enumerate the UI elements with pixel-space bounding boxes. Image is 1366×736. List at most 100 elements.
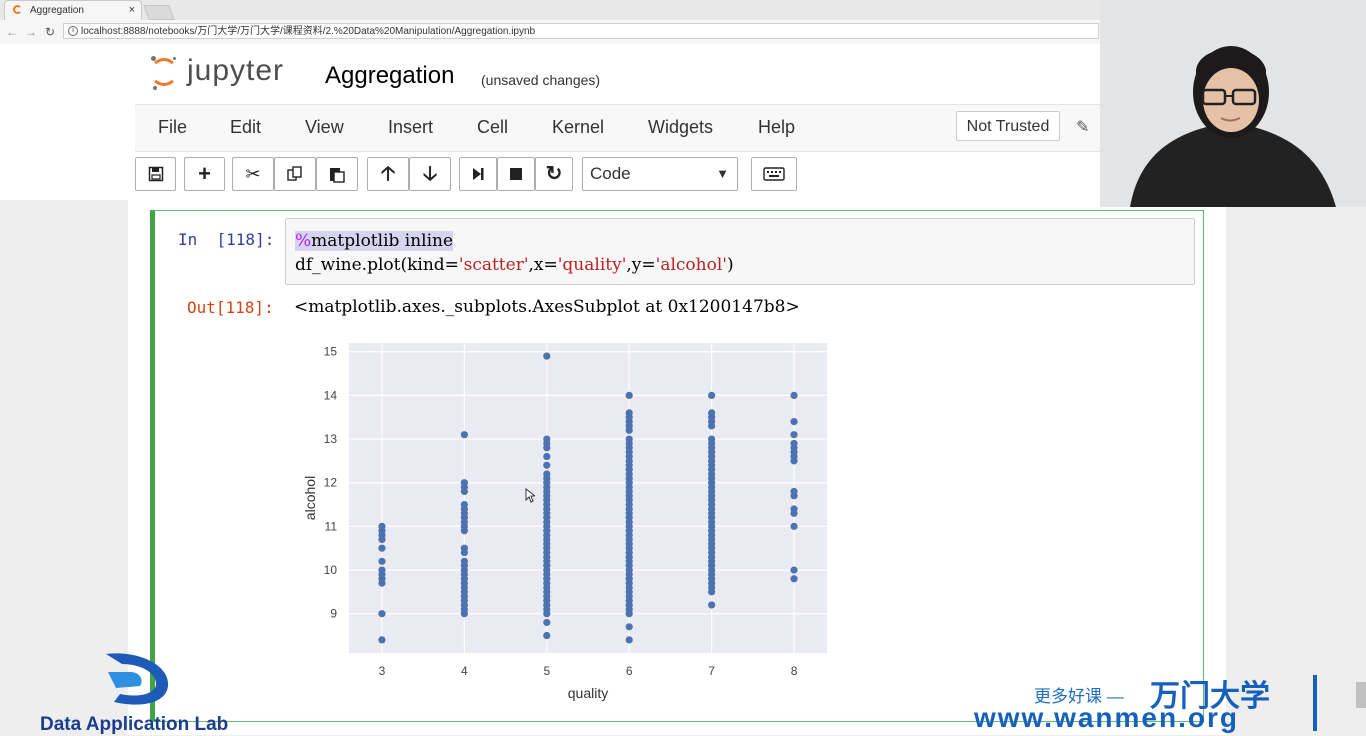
copy-cell-button[interactable]	[274, 157, 316, 191]
floppy-disk-icon	[148, 166, 163, 182]
scatter-point	[378, 557, 386, 565]
jupyter-logo-icon	[150, 58, 178, 86]
menu-insert[interactable]: Insert	[388, 117, 434, 137]
data-points	[378, 352, 798, 644]
save-button[interactable]	[135, 157, 176, 191]
code-token: )	[726, 255, 734, 275]
scissors-icon: ✂	[245, 164, 261, 184]
x-tick-label: 8	[791, 664, 798, 678]
reload-icon[interactable]: ↻	[45, 25, 56, 39]
scatter-point	[708, 391, 716, 399]
url-field[interactable]: i localhost:8888/notebooks/万门大学/万门大学/课程资料…	[63, 23, 1099, 39]
move-up-button[interactable]: 🡡	[367, 157, 409, 191]
output-prompt: Out[118]:	[187, 298, 274, 317]
scatter-point	[543, 435, 551, 443]
command-palette-button[interactable]	[751, 157, 797, 191]
scatter-point	[790, 439, 798, 448]
logo-moon-dot	[173, 57, 176, 60]
scatter-point	[790, 522, 798, 530]
scatter-point	[790, 575, 798, 583]
webcam-overlay	[1100, 0, 1366, 207]
scatter-point	[708, 409, 716, 417]
x-tick-label: 3	[379, 664, 386, 678]
scatter-plot: 3 4 5 6 7 8 9 10 11 12 13 14 15 quality alcohol	[302, 343, 827, 701]
code-line-2: df_wine.plot(kind='scatter',x='quality',…	[295, 255, 734, 275]
move-down-button[interactable]: 🡣	[409, 157, 451, 191]
new-tab-button[interactable]	[143, 5, 175, 20]
edit-pencil-icon[interactable]: ✎	[1076, 119, 1090, 136]
code-string: 'scatter'	[458, 255, 529, 275]
scatter-point	[378, 636, 386, 644]
scatter-point	[790, 505, 798, 513]
site-info-icon[interactable]: i	[68, 26, 78, 37]
scatter-point	[460, 431, 468, 439]
page-scrollbar-thumb[interactable]	[1356, 682, 1366, 708]
menu-file[interactable]: File	[158, 117, 188, 137]
y-axis-label: alcohol	[302, 476, 318, 520]
code-editor[interactable]: %matplotlib inline df_wine.plot(kind='sc…	[285, 218, 1195, 285]
scatter-point	[543, 352, 551, 360]
code-token: ,x=	[528, 255, 558, 275]
x-tick-label: 5	[543, 664, 550, 678]
code-string: 'alcohol'	[655, 255, 727, 275]
run-cell-button[interactable]	[459, 157, 497, 191]
browser-tab-strip: Aggregation ×	[0, 0, 1366, 20]
scatter-point	[543, 461, 551, 469]
watermark-divider	[1313, 675, 1317, 731]
code-string: 'quality'	[557, 255, 627, 275]
logo-moon-dot	[153, 86, 157, 90]
back-arrow-icon[interactable]: ←	[6, 25, 18, 39]
magic-command: matplotlib inline	[311, 231, 454, 251]
scatter-point	[625, 623, 633, 631]
menu-help[interactable]: Help	[758, 117, 796, 137]
menu-view[interactable]: View	[305, 117, 344, 137]
browser-tab[interactable]: Aggregation ×	[4, 0, 142, 20]
restart-kernel-button[interactable]: ↻	[535, 157, 573, 191]
scatter-point	[543, 618, 551, 627]
lab-watermark-text: Data Application Lab	[40, 714, 229, 735]
code-cell-selected[interactable]	[150, 210, 1204, 722]
scatter-point	[790, 566, 798, 574]
interrupt-kernel-button[interactable]	[497, 157, 535, 191]
paste-icon	[330, 167, 345, 183]
scatter-point	[543, 470, 551, 478]
jupyter-wordmark: jupyter	[187, 54, 285, 87]
cell-type-select[interactable]: Code ▼	[582, 157, 738, 191]
presenter-video-icon	[1100, 0, 1366, 207]
cut-cell-button[interactable]: ✂	[232, 157, 274, 191]
notebook-title[interactable]: Aggregation	[325, 62, 455, 89]
plus-icon: +	[198, 161, 211, 186]
scatter-point	[543, 631, 551, 640]
insert-cell-button[interactable]: +	[184, 157, 225, 191]
site-watermark: www.wanmen.org	[974, 702, 1239, 733]
scatter-point	[625, 636, 633, 644]
dropdown-caret-icon: ▼	[716, 166, 729, 181]
url-text: localhost:8888/notebooks/万门大学/万门大学/课程资料/…	[81, 26, 536, 37]
jupyter-favicon-icon	[13, 5, 22, 14]
tab-close-icon[interactable]: ×	[128, 4, 135, 16]
tick-labels: 3 4 5 6 7 8 9 10 11 12 13 14 15	[324, 345, 798, 678]
step-forward-icon	[473, 167, 484, 180]
not-trusted-button[interactable]: Not Trusted	[956, 111, 1060, 141]
input-prompt: In [118]:	[178, 230, 275, 249]
save-status: (unsaved changes)	[481, 72, 601, 88]
scatter-point	[378, 566, 386, 574]
x-axis-label: quality	[568, 685, 608, 701]
paste-cell-button[interactable]	[316, 157, 358, 191]
scatter-point	[708, 435, 716, 443]
brand-watermark: 万门大学	[1150, 680, 1270, 713]
menu-cell[interactable]: Cell	[477, 117, 509, 137]
y-tick-label: 12	[324, 476, 338, 490]
menu-kernel[interactable]: Kernel	[552, 117, 605, 137]
browser-tab-title: Aggregation	[30, 5, 84, 16]
x-tick-label: 7	[708, 664, 715, 678]
menu-edit[interactable]: Edit	[230, 117, 262, 137]
scatter-point	[378, 522, 386, 530]
scatter-point	[790, 391, 798, 399]
menu-widgets[interactable]: Widgets	[648, 117, 714, 137]
scatter-point	[625, 409, 633, 417]
forward-arrow-icon[interactable]: →	[25, 25, 37, 39]
code-token: ,y=	[626, 255, 656, 275]
address-bar: ← → ↻ i localhost:8888/notebooks/万门大学/万门大…	[0, 20, 1100, 45]
arrow-down-icon: 🡣	[422, 163, 438, 185]
